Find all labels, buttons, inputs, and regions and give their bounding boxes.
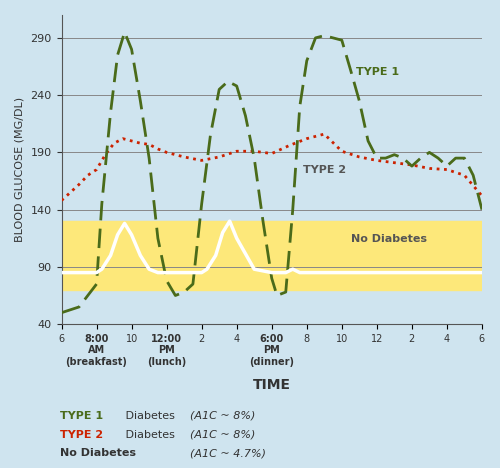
Bar (62, 221, 482, 290)
Y-axis label: BLOOD GLUCOSE (MG/DL): BLOOD GLUCOSE (MG/DL) (15, 97, 25, 242)
Text: (A1C ~ 8%): (A1C ~ 8%) (190, 411, 256, 421)
Text: No Diabetes: No Diabetes (60, 448, 136, 458)
Text: (A1C ~ 4.7%): (A1C ~ 4.7%) (190, 448, 266, 458)
Text: TYPE 1: TYPE 1 (356, 66, 399, 77)
Text: TYPE 2: TYPE 2 (304, 165, 346, 175)
Text: TYPE 1: TYPE 1 (60, 411, 103, 421)
Text: Diabetes: Diabetes (122, 430, 179, 439)
X-axis label: TIME: TIME (252, 378, 290, 392)
Text: Diabetes: Diabetes (122, 411, 179, 421)
Text: No Diabetes: No Diabetes (350, 234, 426, 244)
Text: TYPE 2: TYPE 2 (60, 430, 103, 439)
Text: (A1C ~ 8%): (A1C ~ 8%) (190, 430, 256, 439)
